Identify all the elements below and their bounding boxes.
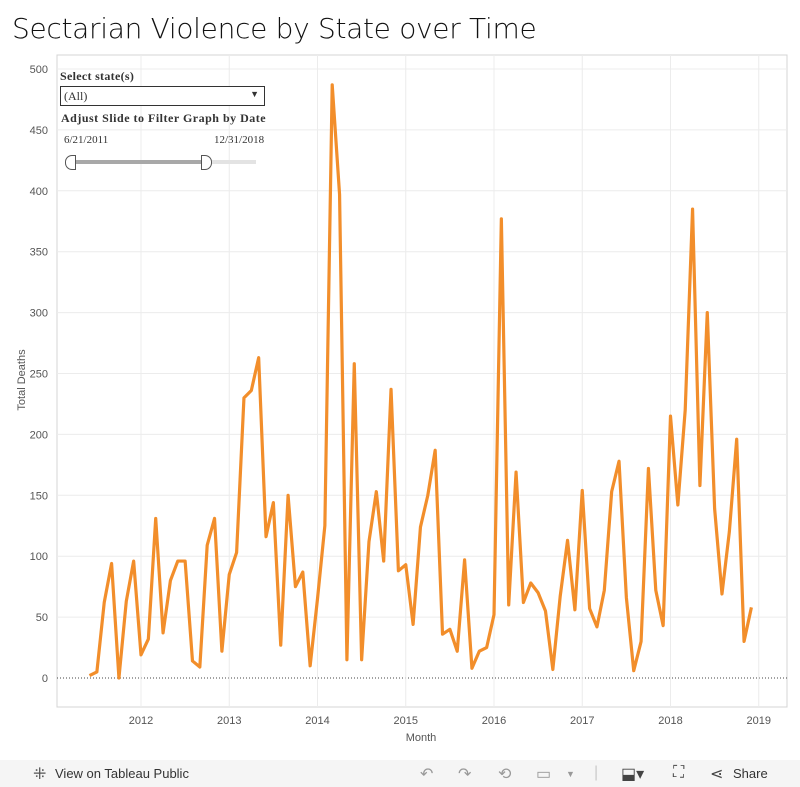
state-filter-label: Select state(s) bbox=[60, 69, 135, 83]
x-tick-label: 2017 bbox=[570, 715, 594, 727]
y-axis-title: Total Deaths bbox=[16, 349, 28, 411]
tableau-toolbar: ⁜ View on Tableau Public ↶ ↷ ⟲ ▭ ▼ | ⬓▾ … bbox=[0, 760, 800, 787]
x-tick-label: 2014 bbox=[305, 715, 329, 727]
state-dropdown[interactable]: (All) ▼ bbox=[60, 86, 265, 106]
line-chart: 0 50 100 150 200 250 300 350 400 450 500 2012 2013 2… bbox=[16, 54, 788, 744]
date-slider-range bbox=[68, 160, 206, 164]
revert-icon[interactable]: ⟲ bbox=[498, 766, 512, 783]
refresh-icon[interactable]: ▭ bbox=[536, 766, 552, 783]
toolbar-divider: | bbox=[594, 764, 599, 781]
y-tick-label: 400 bbox=[30, 186, 48, 198]
x-axis-title: Month bbox=[406, 732, 437, 744]
y-tick-label: 0 bbox=[42, 673, 48, 685]
date-start: 6/21/2011 bbox=[64, 134, 109, 146]
date-slider-track[interactable] bbox=[68, 160, 256, 164]
date-end: 12/31/2018 bbox=[214, 134, 265, 146]
x-tick-label: 2019 bbox=[747, 715, 771, 727]
x-tick-label: 2013 bbox=[217, 715, 241, 727]
share-icon[interactable]: ⋖ bbox=[710, 766, 724, 783]
date-slider-end-handle[interactable] bbox=[201, 155, 212, 170]
undo-icon[interactable]: ↶ bbox=[420, 766, 434, 783]
refresh-dropdown-icon[interactable]: ▼ bbox=[566, 769, 575, 779]
x-tick-label: 2016 bbox=[482, 715, 506, 727]
y-tick-label: 300 bbox=[30, 308, 48, 320]
y-tick-label: 250 bbox=[30, 369, 48, 381]
y-tick-label: 450 bbox=[30, 125, 48, 137]
y-tick-label: 150 bbox=[30, 490, 48, 502]
share-button[interactable]: Share bbox=[733, 766, 768, 781]
series-line bbox=[88, 83, 753, 680]
view-on-tableau-public-link[interactable]: View on Tableau Public bbox=[55, 766, 189, 781]
y-tick-label: 500 bbox=[30, 64, 48, 76]
y-tick-label: 350 bbox=[30, 247, 48, 259]
x-tick-label: 2012 bbox=[129, 715, 153, 727]
state-dropdown-value: (All) bbox=[64, 89, 88, 103]
redo-icon[interactable]: ↷ bbox=[458, 766, 472, 783]
plot-frame bbox=[56, 54, 788, 708]
chevron-down-icon: ▼ bbox=[250, 89, 259, 99]
tableau-icon: ⁜ bbox=[33, 766, 47, 783]
x-tick-label: 2018 bbox=[658, 715, 682, 727]
download-icon[interactable]: ⬓▾ bbox=[621, 766, 645, 783]
y-tick-label: 200 bbox=[30, 429, 48, 441]
x-tick-label: 2015 bbox=[394, 715, 418, 727]
date-filter-label: Adjust Slide to Filter Graph by Date bbox=[61, 111, 267, 125]
date-slider-start-handle[interactable] bbox=[65, 155, 76, 170]
y-tick-label: 50 bbox=[36, 612, 48, 624]
y-tick-label: 100 bbox=[30, 551, 48, 563]
page-title: Sectarian Violence by State over Time bbox=[12, 12, 537, 45]
fullscreen-icon[interactable]: ⛶ bbox=[673, 764, 685, 781]
